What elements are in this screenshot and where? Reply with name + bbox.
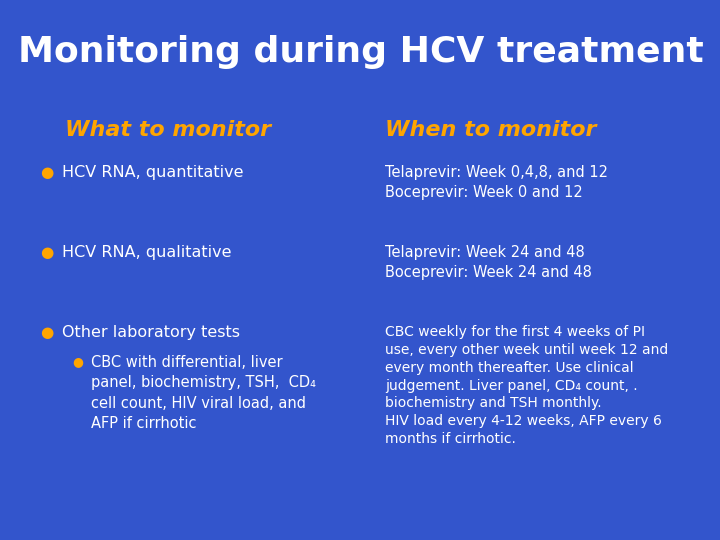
Text: ●: ● bbox=[40, 245, 53, 260]
Text: Other laboratory tests: Other laboratory tests bbox=[62, 325, 240, 340]
Text: Telaprevir: Week 0,4,8, and 12
Boceprevir: Week 0 and 12: Telaprevir: Week 0,4,8, and 12 Boceprevi… bbox=[385, 165, 608, 200]
Text: ●: ● bbox=[40, 165, 53, 180]
Text: ●: ● bbox=[72, 355, 83, 368]
Text: CBC with differential, liver
panel, biochemistry, TSH,  CD₄
cell count, HIV vira: CBC with differential, liver panel, bioc… bbox=[91, 355, 316, 431]
Text: ●: ● bbox=[40, 325, 53, 340]
Text: Monitoring during HCV treatment: Monitoring during HCV treatment bbox=[18, 35, 703, 69]
Text: HCV RNA, qualitative: HCV RNA, qualitative bbox=[62, 245, 232, 260]
Text: Telaprevir: Week 24 and 48
Boceprevir: Week 24 and 48: Telaprevir: Week 24 and 48 Boceprevir: W… bbox=[385, 245, 592, 280]
Text: What to monitor: What to monitor bbox=[65, 120, 271, 140]
Text: When to monitor: When to monitor bbox=[385, 120, 596, 140]
Text: CBC weekly for the first 4 weeks of PI
use, every other week until week 12 and
e: CBC weekly for the first 4 weeks of PI u… bbox=[385, 325, 668, 446]
Text: HCV RNA, quantitative: HCV RNA, quantitative bbox=[62, 165, 243, 180]
